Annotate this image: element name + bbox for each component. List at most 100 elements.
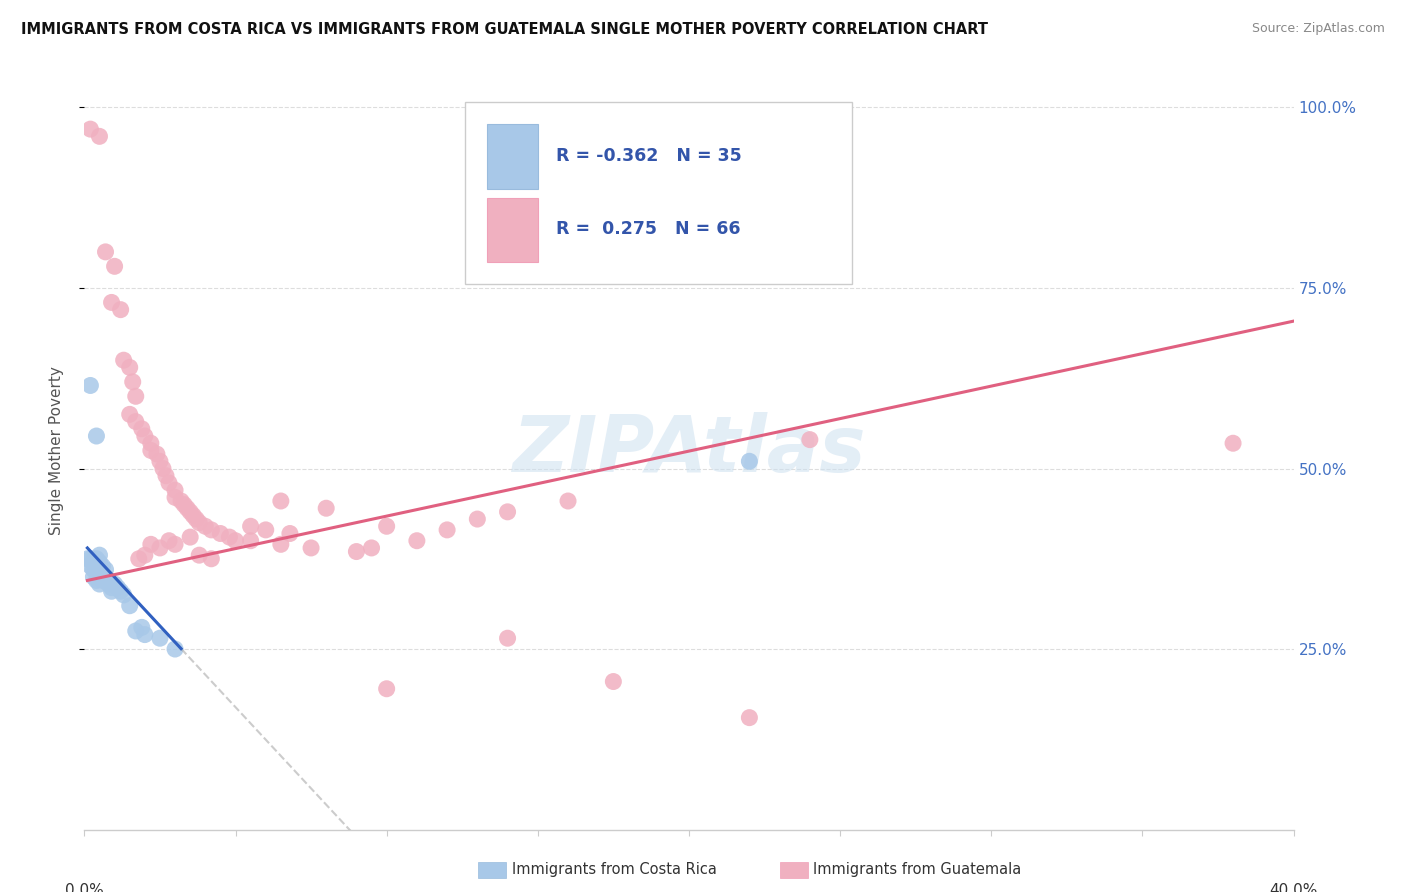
Point — [100, 295, 122, 310]
Point — [467, 512, 489, 526]
Point — [125, 624, 148, 638]
Point — [94, 570, 117, 584]
Point — [125, 415, 148, 429]
Point — [112, 588, 135, 602]
Point — [139, 436, 162, 450]
Point — [799, 433, 821, 447]
Point — [406, 533, 429, 548]
Point — [110, 584, 132, 599]
Point — [79, 559, 101, 574]
Point — [436, 523, 458, 537]
Point — [128, 551, 150, 566]
Point — [1222, 436, 1244, 450]
Point — [157, 533, 180, 548]
FancyBboxPatch shape — [465, 102, 852, 284]
Text: Immigrants from Costa Rica: Immigrants from Costa Rica — [512, 863, 717, 877]
Point — [602, 674, 624, 689]
Point — [146, 447, 169, 461]
Point — [186, 512, 208, 526]
Point — [134, 429, 156, 443]
Point — [188, 548, 211, 562]
Point — [225, 533, 247, 548]
Point — [738, 454, 761, 468]
Point — [139, 537, 162, 551]
Point — [179, 505, 201, 519]
Point — [97, 574, 120, 588]
Point — [239, 519, 262, 533]
Point — [86, 551, 108, 566]
Point — [118, 408, 141, 422]
Point — [149, 541, 172, 555]
Point — [149, 454, 172, 468]
Point — [360, 541, 382, 555]
Bar — [478, 862, 506, 878]
Point — [299, 541, 322, 555]
Point — [152, 461, 174, 475]
Y-axis label: Single Mother Poverty: Single Mother Poverty — [49, 366, 63, 535]
Point — [557, 494, 579, 508]
Point — [89, 566, 111, 581]
Point — [155, 468, 177, 483]
Text: 0.0%: 0.0% — [65, 883, 104, 892]
Point — [76, 551, 98, 566]
Point — [165, 642, 187, 657]
Point — [104, 577, 127, 591]
Point — [91, 574, 114, 588]
Point — [134, 627, 156, 641]
Point — [94, 563, 117, 577]
Text: R =  0.275   N = 66: R = 0.275 N = 66 — [555, 220, 741, 238]
Point — [131, 620, 153, 634]
Point — [86, 563, 108, 577]
Point — [112, 353, 135, 368]
Point — [496, 505, 519, 519]
Point — [200, 551, 222, 566]
Point — [86, 574, 108, 588]
Point — [346, 544, 368, 558]
Point — [82, 555, 104, 569]
Point — [82, 563, 104, 577]
Point — [79, 378, 101, 392]
Point — [82, 570, 104, 584]
Point — [738, 711, 761, 725]
Point — [79, 122, 101, 136]
Point — [100, 584, 122, 599]
Point — [165, 491, 187, 505]
Point — [118, 360, 141, 375]
Point — [179, 530, 201, 544]
Point — [375, 519, 398, 533]
Point — [218, 530, 240, 544]
Point — [254, 523, 277, 537]
Point — [270, 494, 292, 508]
FancyBboxPatch shape — [486, 198, 538, 262]
Point — [121, 375, 143, 389]
Point — [375, 681, 398, 696]
Text: IMMIGRANTS FROM COSTA RICA VS IMMIGRANTS FROM GUATEMALA SINGLE MOTHER POVERTY CO: IMMIGRANTS FROM COSTA RICA VS IMMIGRANTS… — [21, 22, 988, 37]
Point — [89, 577, 111, 591]
Point — [139, 443, 162, 458]
Point — [131, 422, 153, 436]
Point — [181, 508, 204, 523]
Point — [89, 548, 111, 562]
FancyBboxPatch shape — [486, 125, 538, 189]
Point — [239, 533, 262, 548]
Point — [209, 526, 232, 541]
Point — [97, 577, 120, 591]
Point — [125, 389, 148, 403]
Point — [89, 555, 111, 569]
Point — [270, 537, 292, 551]
Text: Source: ZipAtlas.com: Source: ZipAtlas.com — [1251, 22, 1385, 36]
Bar — [780, 862, 808, 878]
Text: ZIPAtlas: ZIPAtlas — [512, 412, 866, 489]
Point — [496, 631, 519, 645]
Point — [188, 516, 211, 530]
Point — [89, 129, 111, 144]
Point — [165, 537, 187, 551]
Text: R = -0.362   N = 35: R = -0.362 N = 35 — [555, 147, 742, 165]
Point — [100, 581, 122, 595]
Point — [104, 260, 127, 274]
Text: 40.0%: 40.0% — [1270, 883, 1317, 892]
Point — [194, 519, 217, 533]
Point — [118, 599, 141, 613]
Point — [94, 244, 117, 259]
Point — [149, 631, 172, 645]
